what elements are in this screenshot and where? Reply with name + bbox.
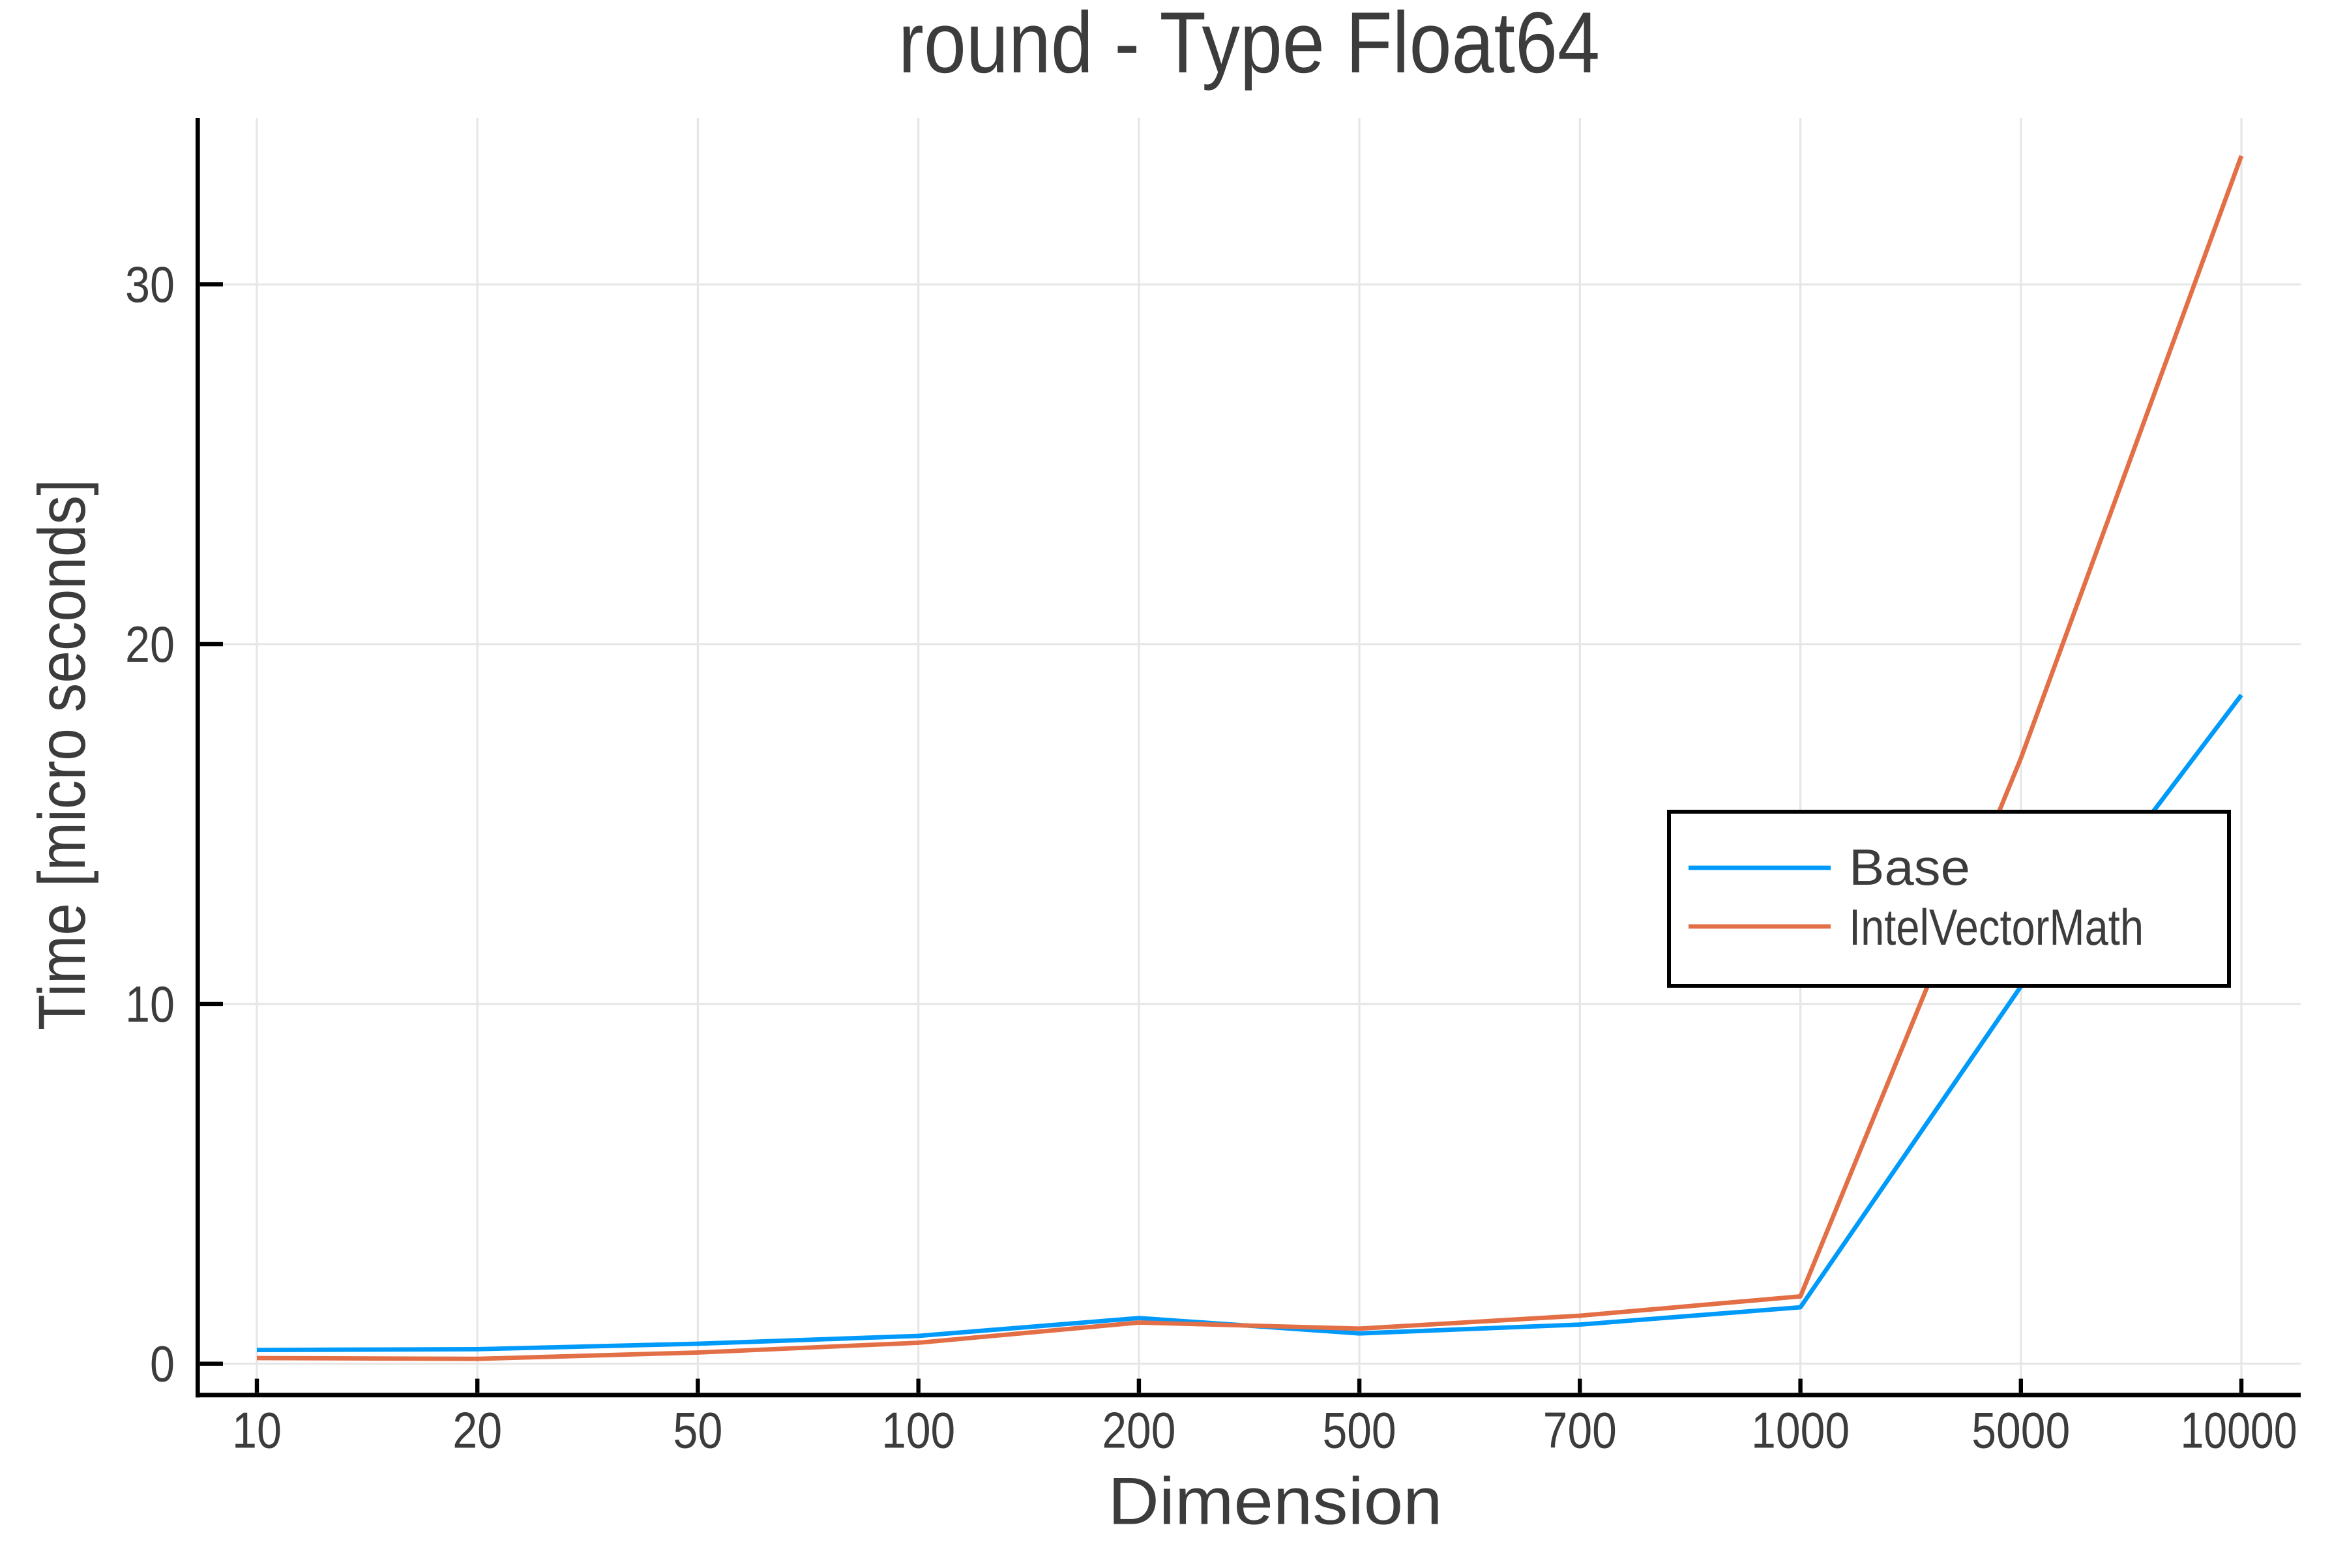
svg-text:50: 50	[673, 1402, 722, 1459]
svg-text:100: 100	[881, 1402, 955, 1459]
svg-text:Time [micro seconds]: Time [micro seconds]	[25, 479, 99, 1030]
svg-text:30: 30	[125, 256, 175, 313]
svg-text:10: 10	[232, 1402, 282, 1459]
svg-text:20: 20	[125, 615, 175, 673]
svg-text:200: 200	[1102, 1402, 1175, 1459]
svg-text:10000: 10000	[2181, 1402, 2297, 1459]
svg-text:20: 20	[452, 1402, 502, 1459]
svg-text:round - Type Float64: round - Type Float64	[898, 0, 1600, 91]
svg-text:5000: 5000	[1971, 1402, 2070, 1459]
svg-text:10: 10	[125, 975, 175, 1033]
svg-text:Dimension: Dimension	[1108, 1464, 1443, 1539]
svg-text:Base: Base	[1849, 838, 1970, 896]
svg-text:IntelVectorMath: IntelVectorMath	[1849, 898, 2144, 956]
svg-text:0: 0	[150, 1335, 175, 1393]
svg-text:700: 700	[1543, 1402, 1617, 1459]
svg-text:500: 500	[1323, 1402, 1396, 1459]
svg-text:1000: 1000	[1751, 1402, 1850, 1459]
